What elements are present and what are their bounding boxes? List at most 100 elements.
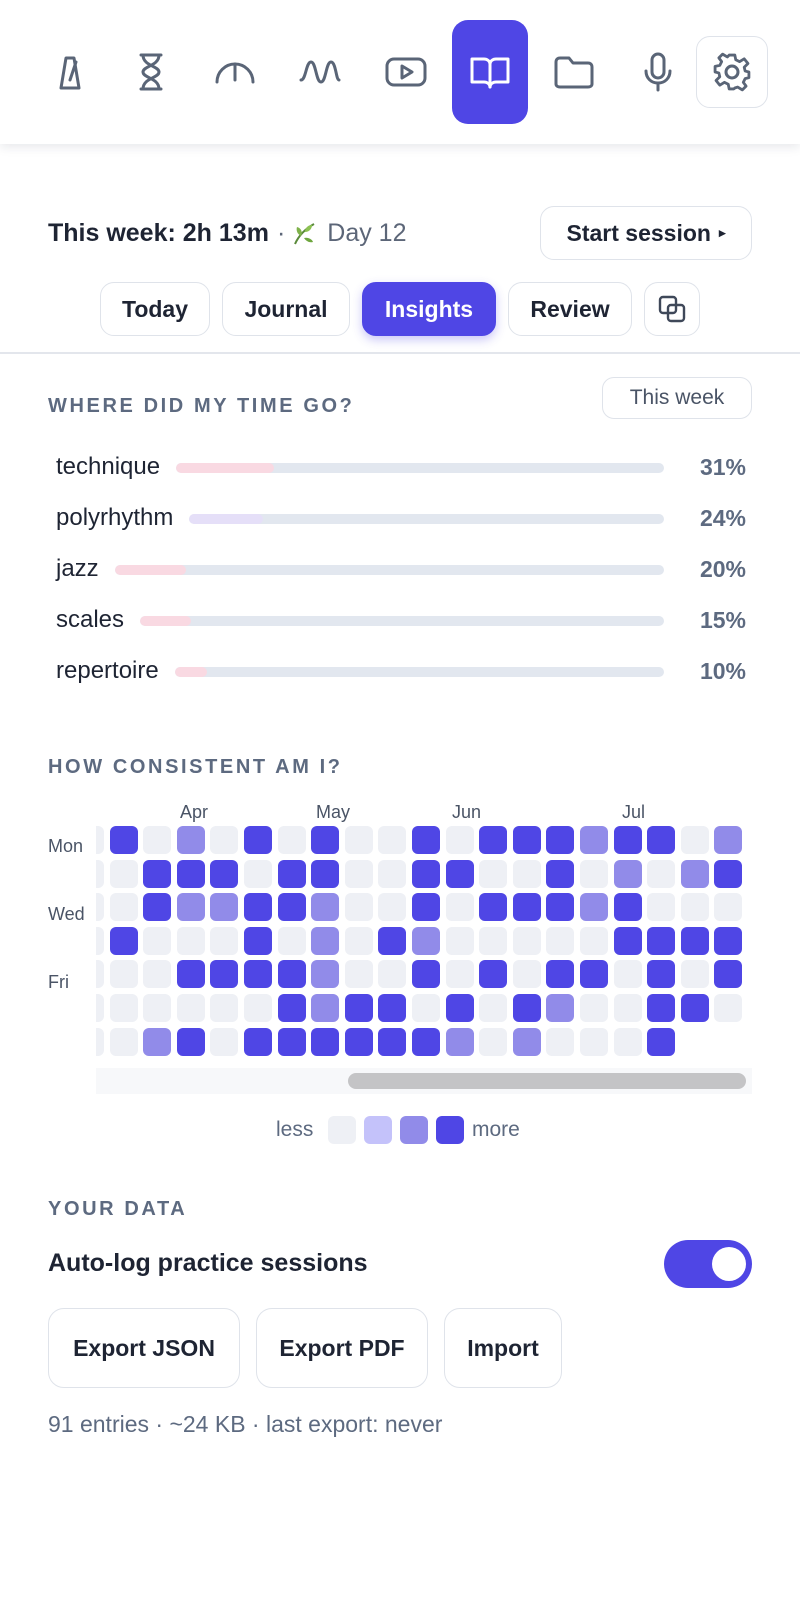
heatmap-cell[interactable] bbox=[479, 893, 508, 922]
heatmap-cell[interactable] bbox=[613, 826, 642, 854]
heatmap-cell[interactable] bbox=[210, 926, 239, 955]
heatmap-cell[interactable] bbox=[512, 859, 541, 888]
heatmap-cell[interactable] bbox=[109, 994, 138, 1022]
heatmap-cell[interactable] bbox=[680, 926, 709, 955]
tuner-tool[interactable] bbox=[197, 20, 273, 124]
heatmap-cell[interactable] bbox=[546, 893, 575, 922]
waveform-tool[interactable] bbox=[282, 20, 358, 124]
heatmap-cell[interactable] bbox=[580, 994, 608, 1022]
heatmap-cell[interactable] bbox=[311, 893, 340, 922]
heatmap-cell[interactable] bbox=[512, 960, 541, 989]
heatmap-cell[interactable] bbox=[109, 859, 138, 888]
heatmap-cell[interactable] bbox=[613, 859, 642, 888]
heatmap-cell[interactable] bbox=[445, 826, 474, 854]
heatmap-cell[interactable] bbox=[143, 926, 172, 955]
heatmap-cell[interactable] bbox=[109, 826, 138, 854]
heatmap-cell[interactable] bbox=[176, 826, 205, 854]
heatmap-cell[interactable] bbox=[647, 859, 676, 888]
heatmap-cell[interactable] bbox=[311, 826, 340, 854]
heatmap-cell[interactable] bbox=[96, 893, 104, 922]
export-pdf-button[interactable]: Export PDF bbox=[256, 1308, 428, 1388]
heatmap-cell[interactable] bbox=[344, 859, 373, 888]
heatmap-cell[interactable] bbox=[96, 926, 104, 955]
heatmap-cell[interactable] bbox=[109, 893, 138, 922]
heatmap-cell[interactable] bbox=[580, 893, 608, 922]
heatmap-cell[interactable] bbox=[580, 926, 608, 955]
heatmap-cell[interactable] bbox=[143, 859, 172, 888]
heatmap-cell[interactable] bbox=[378, 926, 407, 955]
heatmap-cell[interactable] bbox=[244, 994, 272, 1022]
heatmap-cell[interactable] bbox=[445, 926, 474, 955]
heatmap-cell[interactable] bbox=[109, 1027, 138, 1056]
heatmap-cell[interactable] bbox=[176, 1027, 205, 1056]
heatmap-cell[interactable] bbox=[143, 960, 172, 989]
heatmap-cell[interactable] bbox=[378, 893, 407, 922]
heatmap-cell[interactable] bbox=[580, 960, 608, 989]
heatmap-cell[interactable] bbox=[546, 994, 575, 1022]
heatmap-cell[interactable] bbox=[580, 826, 608, 854]
heatmap-cell[interactable] bbox=[244, 893, 272, 922]
heatmap-cell[interactable] bbox=[96, 960, 104, 989]
heatmap-cell[interactable] bbox=[176, 926, 205, 955]
heatmap-cell[interactable] bbox=[412, 926, 440, 955]
heatmap-cell[interactable] bbox=[445, 859, 474, 888]
heatmap-cell[interactable] bbox=[176, 960, 205, 989]
tab-review[interactable]: Review bbox=[508, 282, 632, 336]
heatmap-cell[interactable] bbox=[546, 1027, 575, 1056]
heatmap-scrollbar[interactable] bbox=[348, 1073, 746, 1089]
tab-today[interactable]: Today bbox=[100, 282, 210, 336]
heatmap-cell[interactable] bbox=[96, 859, 104, 888]
heatmap-cell[interactable] bbox=[512, 893, 541, 922]
heatmap-cell[interactable] bbox=[647, 994, 676, 1022]
heatmap-cell[interactable] bbox=[647, 926, 676, 955]
heatmap-cell[interactable] bbox=[445, 960, 474, 989]
heatmap-cell[interactable] bbox=[143, 826, 172, 854]
heatmap-cell[interactable] bbox=[311, 859, 340, 888]
heatmap-cell[interactable] bbox=[680, 859, 709, 888]
heatmap-cell[interactable] bbox=[344, 1027, 373, 1056]
heatmap-cell[interactable] bbox=[647, 960, 676, 989]
heatmap-cell[interactable] bbox=[445, 1027, 474, 1056]
heatmap-cell[interactable] bbox=[244, 826, 272, 854]
heatmap-cell[interactable] bbox=[479, 960, 508, 989]
heatmap-cell[interactable] bbox=[512, 994, 541, 1022]
heatmap-cell[interactable] bbox=[311, 926, 340, 955]
heatmap-cell[interactable] bbox=[479, 994, 508, 1022]
heatmap-cell[interactable] bbox=[210, 994, 239, 1022]
heatmap-cell[interactable] bbox=[344, 826, 373, 854]
heatmap-cell[interactable] bbox=[613, 994, 642, 1022]
heatmap-cell[interactable] bbox=[378, 859, 407, 888]
heatmap-cell[interactable] bbox=[244, 859, 272, 888]
heatmap-cell[interactable] bbox=[479, 926, 508, 955]
heatmap-cell[interactable] bbox=[277, 960, 306, 989]
heatmap-cell[interactable] bbox=[714, 826, 743, 854]
heatmap-cell[interactable] bbox=[210, 826, 239, 854]
heatmap-cell[interactable] bbox=[680, 994, 709, 1022]
heatmap-cell[interactable] bbox=[680, 960, 709, 989]
heatmap-cell[interactable] bbox=[412, 859, 440, 888]
import-button[interactable]: Import bbox=[444, 1308, 562, 1388]
heatmap-cell[interactable] bbox=[277, 994, 306, 1022]
heatmap-cell[interactable] bbox=[647, 893, 676, 922]
heatmap-cell[interactable] bbox=[512, 1027, 541, 1056]
heatmap-cell[interactable] bbox=[311, 960, 340, 989]
period-selector[interactable]: This week bbox=[602, 377, 752, 419]
heatmap-cell[interactable] bbox=[344, 994, 373, 1022]
record-tool[interactable] bbox=[620, 20, 696, 124]
heatmap-cell[interactable] bbox=[680, 826, 709, 854]
duplicate-window-button[interactable] bbox=[644, 282, 700, 336]
heatmap-cell[interactable] bbox=[244, 960, 272, 989]
heatmap-cell[interactable] bbox=[210, 859, 239, 888]
heatmap-cell[interactable] bbox=[714, 893, 743, 922]
heatmap-cell[interactable] bbox=[210, 893, 239, 922]
heatmap-cell[interactable] bbox=[277, 926, 306, 955]
heatmap-cell[interactable] bbox=[96, 994, 104, 1022]
heatmap-cell[interactable] bbox=[412, 960, 440, 989]
heatmap-cell[interactable] bbox=[143, 893, 172, 922]
heatmap-cell[interactable] bbox=[613, 960, 642, 989]
heatmap-cell[interactable] bbox=[96, 1027, 104, 1056]
heatmap-cell[interactable] bbox=[512, 926, 541, 955]
heatmap-cell[interactable] bbox=[109, 960, 138, 989]
heatmap-cell[interactable] bbox=[109, 926, 138, 955]
heatmap-cell[interactable] bbox=[378, 960, 407, 989]
